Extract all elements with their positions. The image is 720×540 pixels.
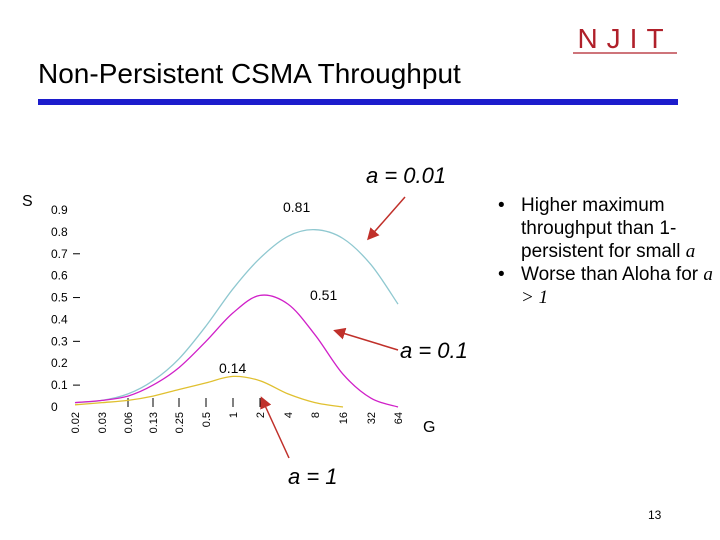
series-name-label: a = 1 xyxy=(288,464,338,489)
x-tick-label: 32 xyxy=(366,412,378,424)
y-tick-label: 0.7 xyxy=(51,247,68,261)
annotation-arrow xyxy=(333,327,399,351)
chart-annotations: 0.81 0.51 0.14 a = 0.01 a = 0.1 a = 1 xyxy=(219,163,468,489)
y-tick-label: 0.6 xyxy=(51,269,68,283)
x-tick-label: 1 xyxy=(228,412,240,418)
page-number: 13 xyxy=(648,508,662,522)
slide-title: Non-Persistent CSMA Throughput xyxy=(38,58,461,89)
y-tick-label: 0.1 xyxy=(51,378,68,392)
y-tick-label: 0 xyxy=(51,400,58,414)
bullet-italic: a > 1 xyxy=(521,264,713,308)
annotation-arrow xyxy=(367,196,406,241)
bullet-text: Worse than Aloha for xyxy=(521,264,699,285)
bullet-dot: • xyxy=(498,264,505,285)
njit-logo: NJIT xyxy=(573,23,677,54)
series-line xyxy=(74,375,344,408)
y-tick-label: 0.4 xyxy=(51,312,68,326)
y-axis-label: S xyxy=(22,193,33,210)
chart-axes: S 0 0.1 0.2 0.3 0.4 0.5 0.6 0.7 0.8 0.9 0.02 0.03 0.0… xyxy=(22,193,435,436)
bullet-list: • Higher maximum throughput than 1-persi… xyxy=(496,194,716,309)
x-axis-label: G xyxy=(423,419,435,436)
x-tick-label: 64 xyxy=(393,412,405,424)
y-tick-label: 0.2 xyxy=(51,356,68,370)
bullet-item: • Worse than Aloha for a > 1 xyxy=(496,263,716,309)
series-line xyxy=(74,229,399,404)
peak-label: 0.51 xyxy=(310,287,337,303)
series-name-label: a = 0.1 xyxy=(400,338,468,363)
x-tick-label: 2 xyxy=(255,412,267,418)
chart-curves xyxy=(74,229,399,408)
title-underline xyxy=(38,99,678,105)
bullet-italic: a xyxy=(685,241,696,262)
bullet-dot: • xyxy=(498,195,505,216)
series-line xyxy=(74,294,399,408)
annotation-arrow xyxy=(260,396,290,459)
x-tick-label: 0.02 xyxy=(70,412,82,433)
x-tick-label: 0.5 xyxy=(201,412,213,427)
x-tick-label: 0.13 xyxy=(148,412,160,433)
peak-label: 0.81 xyxy=(283,199,310,215)
y-tick-label: 0.3 xyxy=(51,334,68,348)
x-tick-label: 0.25 xyxy=(174,412,186,433)
bullet-text: Higher maximum throughput than 1-persist… xyxy=(521,195,681,262)
bullet-item: • Higher maximum throughput than 1-persi… xyxy=(496,194,716,263)
y-tick-label: 0.9 xyxy=(51,203,68,217)
peak-label: 0.14 xyxy=(219,360,246,376)
y-tick-label: 0.5 xyxy=(51,291,68,305)
logo-text: NJIT xyxy=(577,23,672,54)
y-tick-label: 0.8 xyxy=(51,225,68,239)
series-name-label: a = 0.01 xyxy=(366,163,446,188)
x-tick-label: 0.06 xyxy=(123,412,135,433)
x-tick-label: 8 xyxy=(310,412,322,418)
x-tick-label: 4 xyxy=(283,412,295,418)
x-tick-label: 16 xyxy=(338,412,350,424)
x-tick-label: 0.03 xyxy=(97,412,109,433)
